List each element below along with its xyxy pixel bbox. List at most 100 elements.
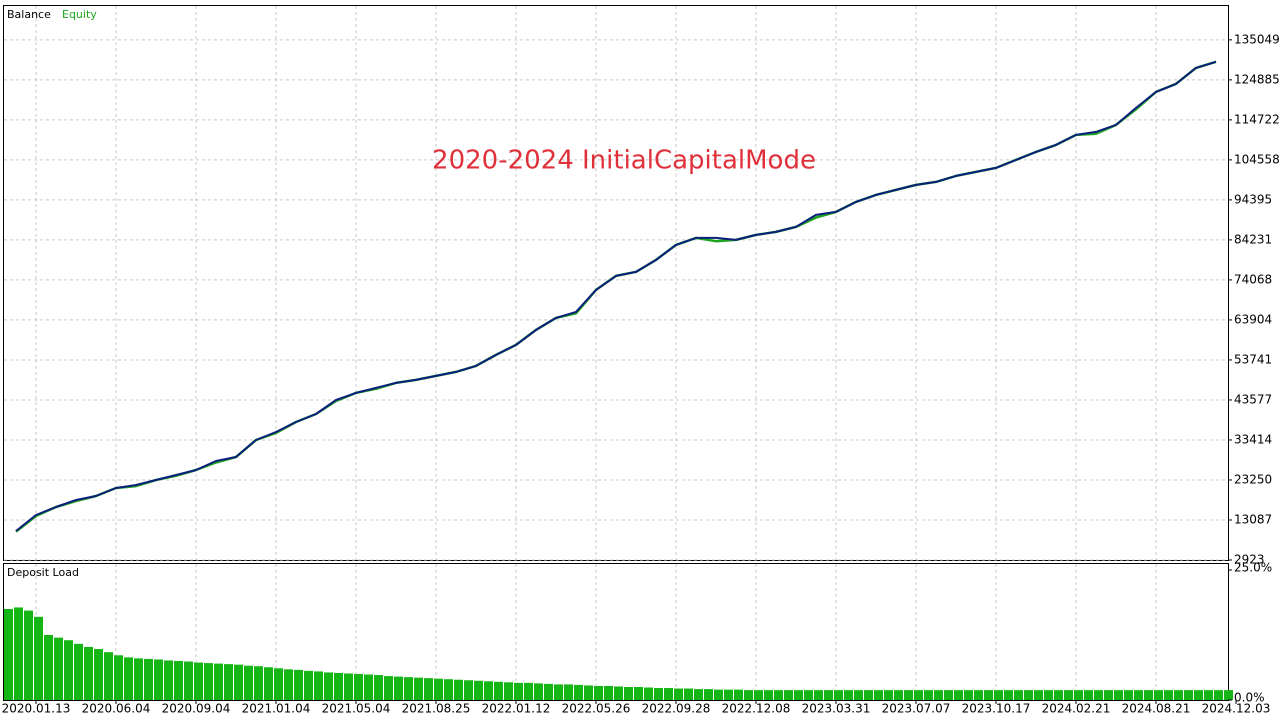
labels: 135049 124885 114722 104558 94395 84231 74068 6… [2, 32, 1280, 715]
bar [644, 687, 653, 700]
bar [604, 685, 613, 700]
bar [934, 690, 943, 700]
bar [854, 690, 863, 700]
y-tick-label: 33414 [1234, 432, 1272, 446]
bar [54, 637, 63, 700]
bar [1064, 690, 1073, 700]
bar [1004, 690, 1013, 700]
bar [734, 689, 743, 700]
y-tick-label: 53741 [1234, 352, 1272, 366]
bar [704, 689, 713, 700]
bar [584, 685, 593, 700]
bar [464, 680, 473, 700]
bar [1204, 690, 1213, 700]
bar [694, 689, 703, 700]
bar [184, 661, 193, 700]
x-tick-label: 2021.08.25 [402, 702, 471, 716]
bar [414, 677, 423, 700]
bar [1124, 690, 1133, 700]
bar [1024, 690, 1033, 700]
y-tick-label: 25.0% [1234, 561, 1272, 575]
bar [1164, 690, 1173, 700]
bar [944, 690, 953, 700]
bar [264, 667, 273, 700]
bar [494, 681, 503, 700]
bar [764, 690, 773, 700]
bar [164, 660, 173, 700]
bar [1224, 690, 1233, 700]
y-tick-label: 124885 [1234, 72, 1280, 86]
x-tick-label: 2022.09.28 [642, 702, 711, 716]
bar [514, 682, 523, 700]
x-tick-label: 2023.03.31 [802, 702, 871, 716]
bar [254, 666, 263, 700]
bar [44, 635, 53, 700]
x-tick-label: 2022.05.26 [562, 702, 631, 716]
bar [1144, 690, 1153, 700]
bar [374, 675, 383, 700]
bar [724, 689, 733, 700]
bar [834, 690, 843, 700]
x-tick-label: 2024.02.21 [1042, 702, 1111, 716]
bar [804, 690, 813, 700]
y-tick-label: 13087 [1234, 512, 1272, 526]
bar [1044, 690, 1053, 700]
bar [444, 679, 453, 700]
bar [954, 690, 963, 700]
bar [284, 669, 293, 700]
x-tick-label: 2020.06.04 [82, 702, 151, 716]
bar [1194, 690, 1203, 700]
y-tick-label: 135049 [1234, 32, 1280, 46]
bar [794, 690, 803, 700]
bar [234, 664, 243, 700]
bar [684, 688, 693, 700]
bar [114, 655, 123, 700]
bar [144, 658, 153, 700]
bar [134, 658, 143, 700]
bar [1114, 690, 1123, 700]
y-tick-label: 74068 [1234, 272, 1272, 286]
bar [614, 686, 623, 700]
main-panel [3, 5, 1229, 561]
bar [314, 671, 323, 700]
y-tick-label: 2923 [1234, 553, 1265, 567]
bar [824, 690, 833, 700]
bar [664, 688, 673, 700]
bar [174, 661, 183, 700]
bar [1154, 690, 1163, 700]
bar [224, 664, 233, 700]
bar [504, 682, 513, 700]
bar [864, 690, 873, 700]
bar [1174, 690, 1183, 700]
y-tick-label: 0.0% [1234, 691, 1265, 705]
bar [404, 677, 413, 700]
bar [754, 690, 763, 700]
bar [1104, 690, 1113, 700]
bar [1054, 690, 1063, 700]
bar [564, 684, 573, 700]
bar [1074, 690, 1083, 700]
bar [214, 663, 223, 700]
bar [634, 687, 643, 700]
bar [574, 684, 583, 700]
bar [1014, 690, 1023, 700]
bar [624, 687, 633, 700]
grid [4, 6, 1232, 700]
bar [384, 676, 393, 700]
bar [594, 685, 603, 700]
bar [1094, 690, 1103, 700]
bar [904, 690, 913, 700]
bar [984, 690, 993, 700]
bar [534, 683, 543, 700]
bar [524, 682, 533, 700]
bar [334, 672, 343, 700]
bar [914, 690, 923, 700]
bar [924, 690, 933, 700]
x-tick-label: 2022.01.12 [482, 702, 551, 716]
bar [874, 690, 883, 700]
bar [884, 690, 893, 700]
bar [1134, 690, 1143, 700]
bar [1214, 690, 1223, 700]
bar [774, 690, 783, 700]
